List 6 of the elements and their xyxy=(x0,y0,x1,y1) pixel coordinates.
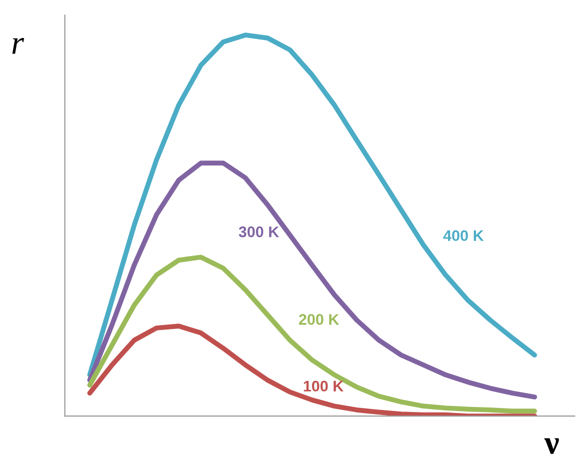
series-label: 200 K xyxy=(298,314,340,325)
series-label: 300 K xyxy=(238,226,280,238)
y-axis-title: r xyxy=(12,38,24,54)
x-axis-title: ν xyxy=(544,438,559,454)
series-label: 100 K xyxy=(304,380,344,392)
series-label: 400 K xyxy=(443,230,484,242)
